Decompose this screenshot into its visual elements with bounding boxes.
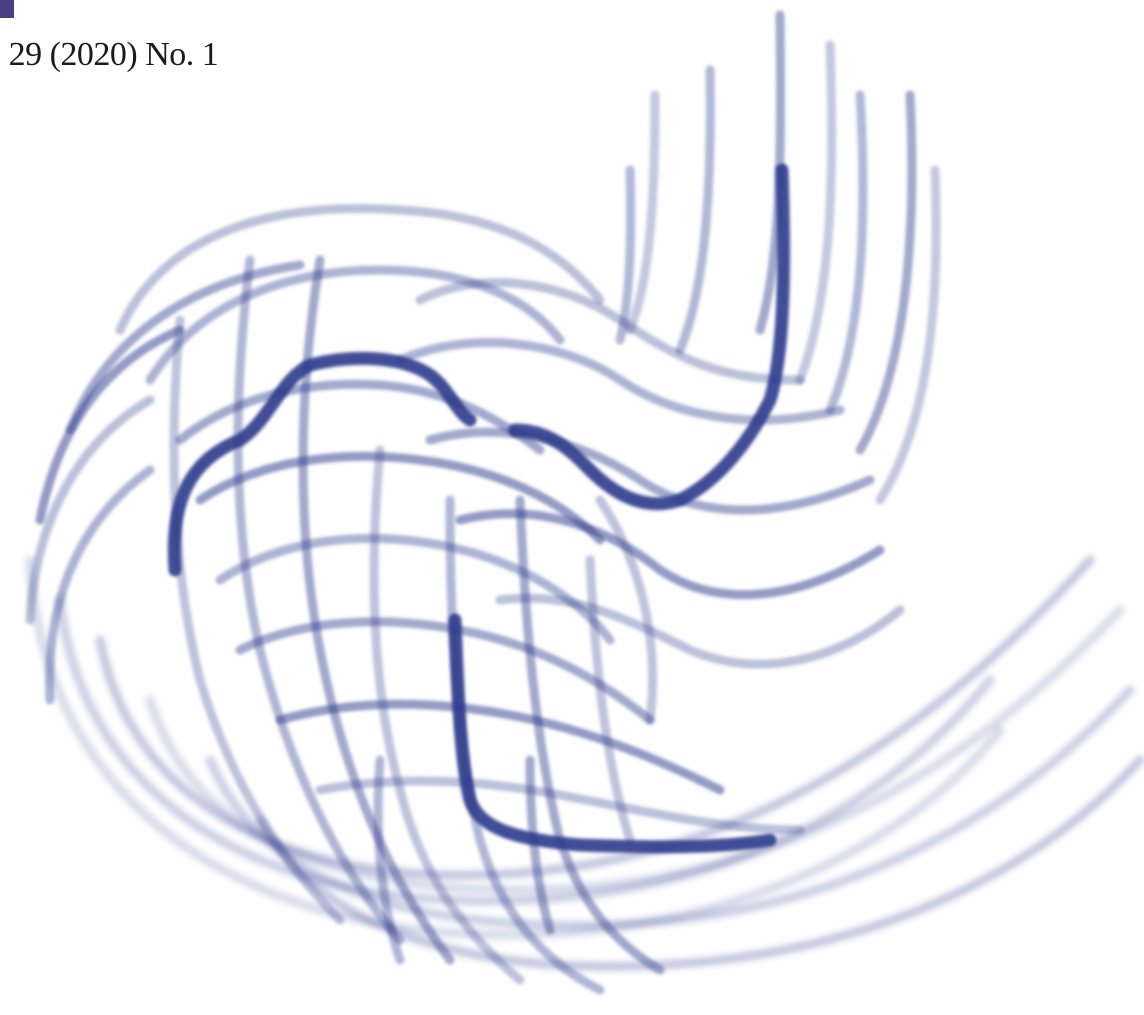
lattice-arc [35, 325, 185, 525]
lattice-arc [175, 379, 545, 455]
lattice-strut [595, 495, 658, 725]
vertical-streak [795, 40, 837, 385]
top-accent-bar [0, 0, 14, 18]
lattice-lines [25, 10, 941, 995]
emphasis-stroke [448, 613, 777, 854]
outer-arc [145, 605, 1125, 895]
volume-caption: e 29 (2020) No. 1 [0, 36, 219, 73]
lattice-arc [145, 265, 565, 385]
emphasis-stroke [508, 163, 791, 511]
vertical-streak [675, 65, 715, 355]
lattice-strut [369, 445, 525, 985]
lattice-arc [495, 593, 905, 669]
outer-arcs [25, 555, 1144, 971]
lattice-arc [275, 699, 725, 795]
lattice-strut [525, 755, 555, 935]
lattice-strut [298, 255, 455, 965]
lattice-strut [169, 315, 345, 925]
vertical-streak [855, 90, 917, 455]
lattice-strut [233, 255, 405, 945]
vertical-streak [625, 90, 660, 335]
lattice-arc [425, 427, 875, 515]
lattice-arc [195, 451, 605, 545]
emphasis-stroke [167, 351, 477, 577]
lattice-strut [515, 495, 665, 975]
vertical-streak [615, 165, 636, 345]
lattice-strut [373, 755, 405, 965]
lattice-arc [415, 278, 805, 385]
emphasis-path [167, 163, 791, 854]
lattice-arc [65, 260, 305, 435]
lattice-strut [445, 495, 605, 995]
lattice-arc [115, 204, 605, 335]
lattice-arc [45, 465, 155, 705]
vertical-streak [875, 165, 941, 505]
outer-arc [255, 755, 1144, 971]
outer-arc [25, 555, 1005, 940]
lattice-strut [585, 555, 635, 845]
vertical-streak [825, 90, 868, 415]
lattice-arc [455, 509, 885, 600]
lattice-arc [25, 395, 155, 625]
lattice-arc [215, 533, 615, 645]
